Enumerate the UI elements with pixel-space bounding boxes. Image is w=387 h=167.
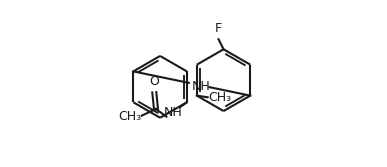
Text: NH: NH: [163, 106, 182, 119]
Text: F: F: [215, 22, 222, 35]
Text: O: O: [149, 75, 159, 88]
Text: CH₃: CH₃: [118, 110, 141, 123]
Text: NH: NH: [192, 80, 211, 93]
Text: CH₃: CH₃: [209, 91, 231, 104]
